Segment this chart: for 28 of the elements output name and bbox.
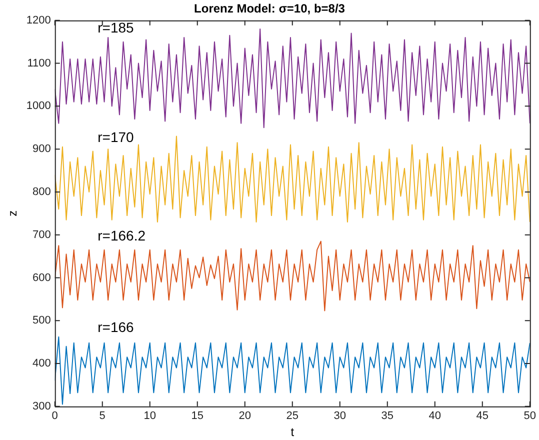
y-tick-label: 1000	[26, 100, 51, 112]
y-tick-label: 500	[32, 314, 51, 327]
x-tick-label: 50	[524, 410, 536, 422]
x-tick-label: 25	[286, 410, 298, 422]
x-tick-label: 5	[99, 410, 106, 422]
x-tick-label: 10	[144, 410, 156, 422]
x-tick-label: 40	[428, 410, 442, 422]
x-tick-label: 35	[381, 410, 394, 422]
x-tick-label: 0	[52, 410, 58, 422]
y-tick-label: 400	[32, 358, 51, 370]
y-tick-label: 800	[32, 186, 51, 198]
x-tick-label: 45	[476, 410, 489, 422]
y-tick-label: 1100	[27, 57, 51, 70]
x-tick-label: 30	[334, 410, 346, 422]
series-label: r=170	[98, 128, 134, 145]
y-axis-title: z	[6, 210, 20, 216]
x-tick-label: 20	[238, 410, 251, 422]
series-label: r=166	[98, 318, 134, 335]
y-tick-label: 1200	[26, 14, 51, 26]
series-label: r=185	[98, 19, 134, 36]
y-tick-label: 700	[32, 228, 51, 241]
x-axis-title: t	[290, 425, 295, 440]
x-tick-label: 15	[191, 410, 204, 422]
series-label: r=166.2	[98, 227, 146, 244]
y-tick-label: 300	[32, 400, 51, 412]
chart-title: Lorenz Model: σ=10, b=8/3	[194, 2, 346, 16]
y-tick-label: 900	[32, 143, 51, 156]
y-tick-label: 600	[32, 272, 51, 284]
